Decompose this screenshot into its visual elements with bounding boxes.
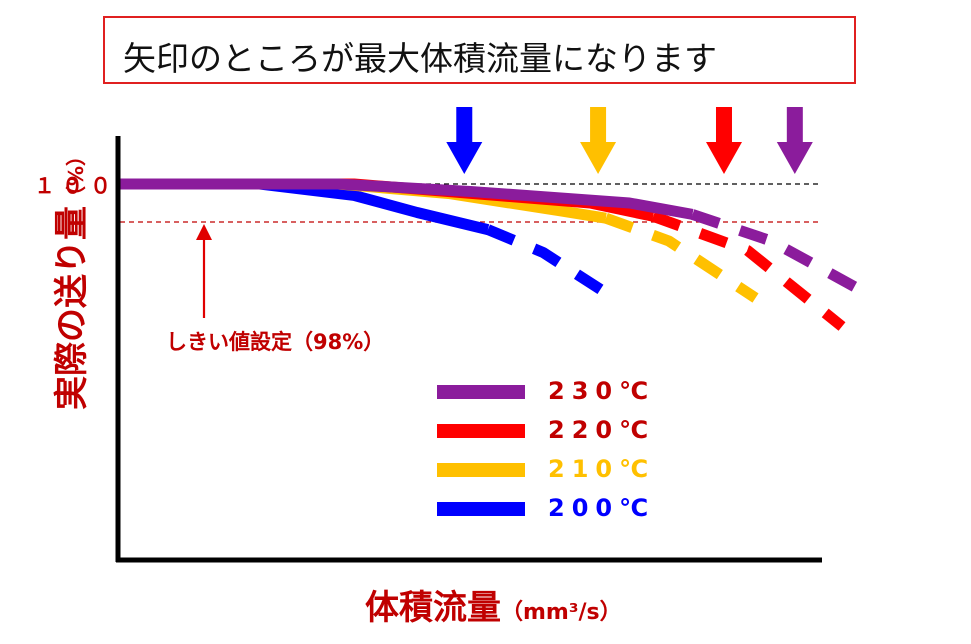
- max-flow-arrow-shaft-210: [590, 107, 607, 143]
- max-flow-arrow-head-200: [446, 142, 483, 174]
- chart-title: 矢印のところが最大体積流量になります: [123, 39, 717, 78]
- series-extrapolation-230: [690, 209, 861, 294]
- max-flow-arrow-shaft-200: [456, 107, 473, 143]
- legend-swatch-200: [437, 502, 525, 516]
- series-extrapolation-200: [485, 224, 617, 303]
- legend-swatch-220: [437, 424, 525, 438]
- y-axis-title: 実際の送り量: [52, 206, 92, 410]
- legend-label-220: 220℃: [548, 416, 656, 444]
- threshold-pointer-head: [196, 224, 212, 240]
- x-axis-unit: （mm³/s）: [501, 600, 622, 625]
- max-flow-arrow-head-230: [776, 142, 813, 174]
- legend-swatch-230: [437, 385, 525, 399]
- series-line-230: [118, 178, 694, 220]
- y-axis-label: 実際の送り量（%）: [44, 146, 93, 410]
- legend-label-210: 210℃: [548, 455, 656, 483]
- title-box: 矢印のところが最大体積流量になります: [103, 16, 856, 84]
- max-flow-arrow-shaft-220: [715, 107, 732, 143]
- max-flow-arrow-head-220: [705, 142, 742, 174]
- max-flow-arrow-head-210: [580, 142, 617, 174]
- x-axis-label: 体積流量（mm³/s）: [365, 580, 622, 629]
- x-axis-title: 体積流量: [365, 588, 501, 628]
- legend-label-200: 200℃: [548, 494, 656, 522]
- y-tick-100: １００: [34, 174, 118, 198]
- threshold-label: しきい値設定（98%）: [166, 330, 385, 354]
- series-extrapolation-210: [604, 213, 759, 303]
- y-axis-unit: （%）: [64, 145, 88, 206]
- legend-label-230: 230℃: [548, 377, 656, 405]
- legend-swatch-210: [437, 463, 525, 477]
- series-extrapolation-220: [651, 211, 846, 331]
- max-flow-arrow-shaft-230: [786, 107, 803, 143]
